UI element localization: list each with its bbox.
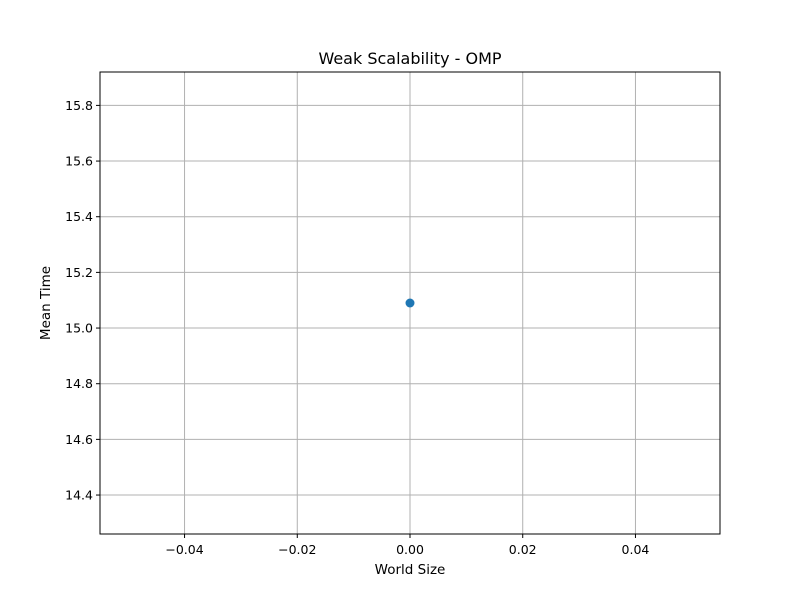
ticks: −0.04 −0.02 0.00 0.02 0.04 14.4 14.6 14.8 15.0 15…	[65, 98, 649, 557]
plot-frame	[99, 71, 721, 535]
y-tick-label: 14.4	[65, 488, 93, 503]
y-tick-label: 15.4	[65, 209, 93, 224]
y-tick-label: 15.2	[65, 265, 93, 280]
y-tick-label: 15.0	[65, 321, 93, 336]
x-tick-label: −0.02	[278, 542, 316, 557]
x-tick-label: 0.00	[396, 542, 424, 557]
data-point	[405, 298, 415, 308]
x-tick-label: −0.04	[165, 542, 203, 557]
y-tick-label: 15.6	[65, 154, 93, 169]
y-axis-label: Mean Time	[38, 266, 54, 340]
y-tick-label: 14.8	[65, 376, 93, 391]
x-tick-label: 0.04	[622, 542, 650, 557]
x-axis-label: World Size	[375, 562, 446, 578]
grid	[100, 72, 720, 534]
chart-title: Weak Scalability - OMP	[318, 49, 501, 68]
x-tick-label: 0.02	[509, 542, 537, 557]
y-tick-label: 15.8	[65, 98, 93, 113]
data-points	[405, 298, 415, 308]
y-tick-label: 14.6	[65, 432, 93, 447]
